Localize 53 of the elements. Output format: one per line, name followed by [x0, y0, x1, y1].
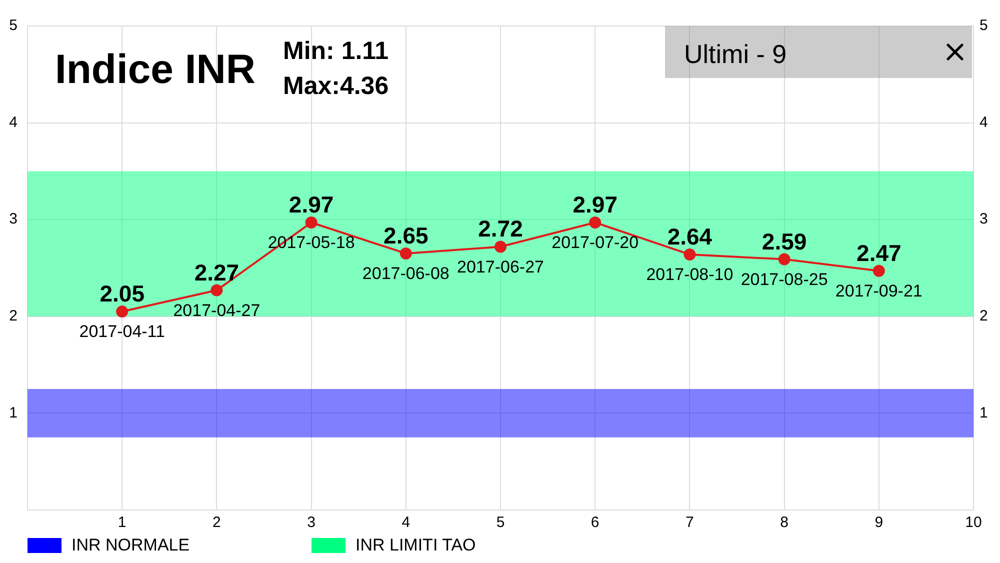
text: Indice INR — [55, 46, 256, 92]
x-tick-label: 3 — [307, 514, 316, 532]
data-label: 2.27 — [194, 259, 240, 286]
y-tick-label: 2 — [9, 308, 18, 325]
data-label: 2.59 — [762, 228, 807, 254]
annotation: 2017-08-25 — [740, 270, 828, 289]
annotation: 2017-08-10 — [646, 265, 734, 284]
point — [778, 253, 790, 266]
annotation: 2017-07-20 — [552, 233, 639, 252]
point — [494, 240, 506, 253]
y2-tick-label: 3 — [980, 210, 988, 228]
x-tick-label: 2 — [212, 514, 221, 532]
annotation: 2017-04-11 — [79, 322, 165, 342]
data-label: 2.47 — [856, 240, 902, 266]
x-tick-label: 1 — [118, 514, 126, 532]
point — [872, 264, 885, 277]
y-tick-label: 4 — [9, 114, 18, 131]
data-label: 2.05 — [100, 280, 145, 307]
data-label: 2.64 — [667, 223, 712, 250]
point — [116, 306, 128, 318]
y-tick-label: 1 — [9, 404, 18, 422]
annotation: 2017-04-27 — [173, 300, 260, 320]
y-tick-label: 3 — [9, 210, 18, 228]
y2-tick-label: 1 — [980, 404, 988, 422]
annotation: Min: 1.11 — [283, 36, 389, 67]
point — [684, 248, 696, 260]
y-tick-label: 5 — [9, 17, 18, 34]
x-tick-label: 5 — [496, 514, 505, 532]
x-tick-label: 8 — [780, 514, 788, 532]
y2-tick-label: 2 — [980, 308, 988, 325]
x-tick-label: 9 — [874, 514, 884, 532]
annotation: Ultimi - 9 — [684, 39, 787, 69]
x-tick-label: 7 — [686, 514, 694, 532]
filter-field: Ultimi - 9 — [665, 26, 972, 78]
annotation: 2017-06-27 — [457, 257, 544, 276]
x-tick-label: 4 — [402, 514, 410, 532]
annotation: Max:4.36 — [283, 71, 389, 102]
y2-tick-label: 4 — [980, 114, 988, 131]
data-label: 2.72 — [478, 216, 523, 242]
data-label: 2.97 — [288, 192, 334, 218]
point — [400, 247, 412, 260]
annotation: 2017-06-08 — [362, 264, 450, 284]
x-tick-label: 6 — [590, 514, 600, 532]
legend-label: INR LIMITI TAO — [356, 536, 476, 555]
point — [589, 216, 602, 229]
x-tick-label: 10 — [965, 514, 982, 532]
data-label: 2.65 — [384, 222, 428, 248]
point — [305, 216, 318, 229]
y2-tick-label: 5 — [980, 17, 988, 34]
annotation: 2017-09-21 — [835, 282, 922, 301]
data-label: 2.97 — [572, 192, 618, 218]
legend-label: INR NORMALE — [72, 536, 190, 555]
point — [210, 284, 223, 296]
